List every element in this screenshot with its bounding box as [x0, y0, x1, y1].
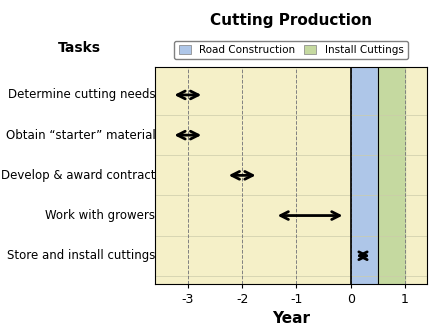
- X-axis label: Year: Year: [272, 312, 310, 326]
- Text: Obtain “starter” material: Obtain “starter” material: [6, 129, 155, 142]
- Bar: [378, 67, 405, 284]
- Text: Determine cutting needs: Determine cutting needs: [7, 89, 155, 102]
- Text: Develop & award contract: Develop & award contract: [1, 169, 155, 182]
- Text: Tasks: Tasks: [59, 41, 101, 55]
- Text: Store and install cuttings: Store and install cuttings: [7, 249, 155, 262]
- Title: Cutting Production: Cutting Production: [210, 13, 372, 28]
- Legend: Road Construction, Install Cuttings: Road Construction, Install Cuttings: [174, 41, 408, 59]
- Bar: [351, 67, 378, 284]
- Text: Work with growers: Work with growers: [45, 209, 155, 222]
